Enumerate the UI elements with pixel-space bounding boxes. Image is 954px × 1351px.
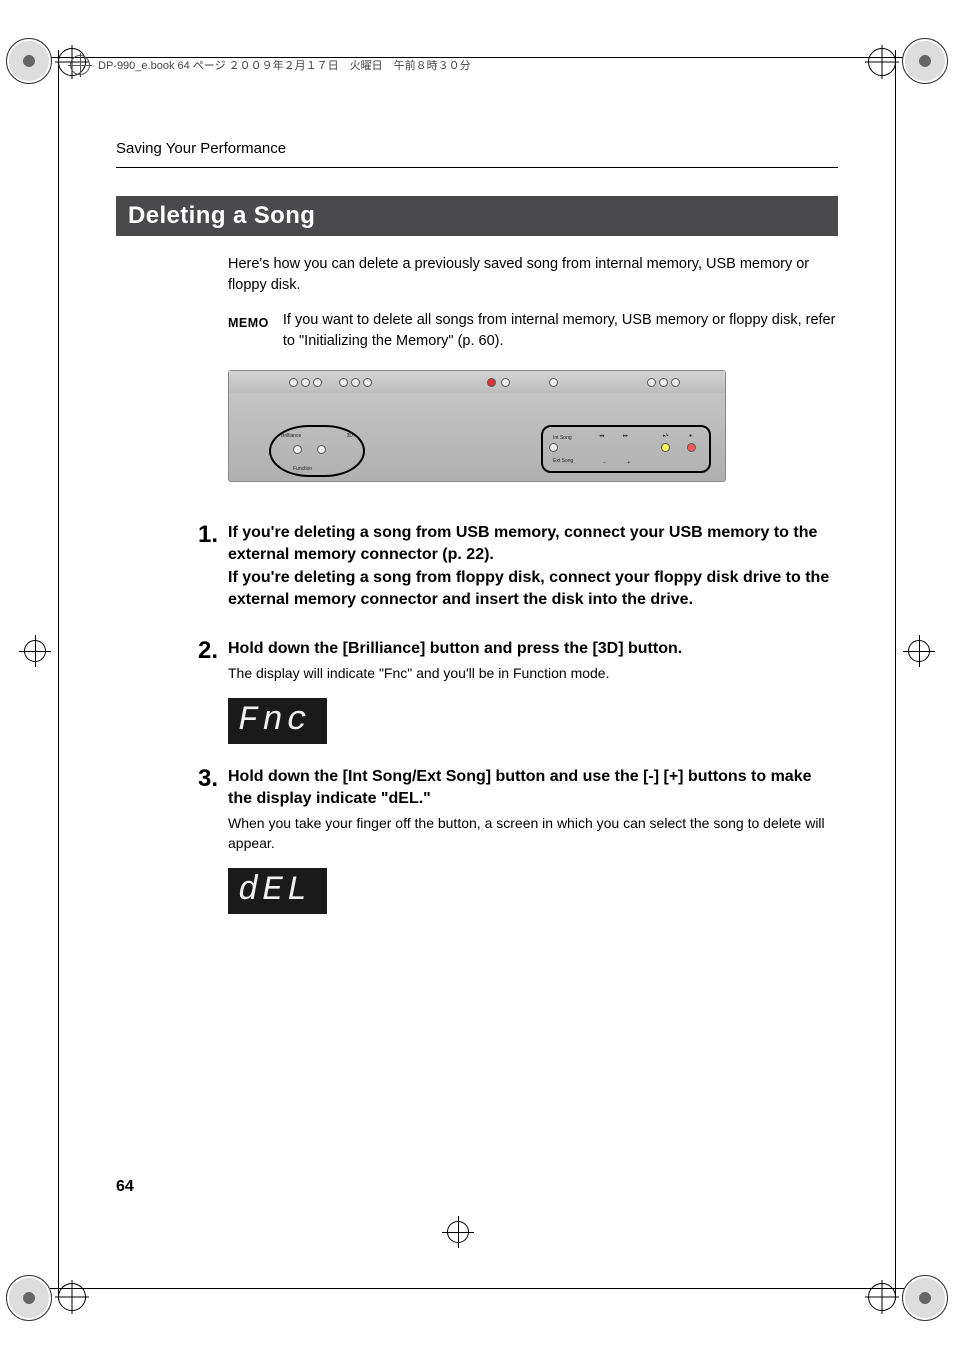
label-3d: 3D [347, 433, 353, 440]
callout-song-controls: Int Song Ext Song ◂◂ ▸▸ ▸/▪ ● − + [541, 425, 711, 473]
register-icon [70, 55, 90, 75]
print-header: DP-990_e.book 64 ページ ２００９年２月１７日 火曜日 午前８時… [70, 55, 884, 75]
step-2: 2 Hold down the [Brilliance] button and … [178, 638, 838, 744]
horizontal-rule [116, 167, 838, 168]
lcd-display-fnc: Fnc [228, 698, 327, 744]
step-number: 1 [178, 522, 218, 616]
crop-line-bottom [50, 1288, 904, 1289]
memo-icon: MEMO [228, 310, 269, 332]
label-rec: ● [689, 433, 692, 440]
step-1: 1 If you're deleting a song from USB mem… [178, 522, 838, 616]
memo-label: MEMO [228, 314, 269, 332]
crop-mark-top-left [6, 30, 66, 90]
step-number: 2 [178, 638, 218, 744]
callout-brilliance-3d: Brilliance 3D Function [269, 425, 365, 477]
page-number: 64 [116, 1178, 134, 1196]
step-sub: When you take your finger off the button… [228, 814, 838, 853]
memo-text: If you want to delete all songs from int… [283, 310, 838, 352]
label-plus: + [627, 460, 630, 467]
crop-mark-mid-left [24, 640, 84, 700]
step-sub: The display will indicate "Fnc" and you'… [228, 664, 838, 684]
step-head: If you're deleting a song from USB memor… [228, 522, 838, 612]
section-title: Deleting a Song [116, 196, 838, 236]
label-brilliance: Brilliance [281, 433, 301, 440]
running-head: Saving Your Performance [116, 140, 838, 157]
label-minus: − [603, 460, 606, 467]
crop-mark-mid-right [870, 640, 930, 700]
memo-block: MEMO If you want to delete all songs fro… [228, 310, 838, 352]
label-function: Function [293, 466, 312, 473]
crop-mark-bottom-left [6, 1261, 66, 1321]
steps-list: 1 If you're deleting a song from USB mem… [178, 522, 838, 914]
header-meta-text: DP-990_e.book 64 ページ ２００９年２月１７日 火曜日 午前８時… [98, 57, 471, 73]
label-int-song: Int Song [553, 435, 572, 442]
label-play: ▸/▪ [663, 433, 669, 440]
lcd-display-del: dEL [228, 868, 327, 914]
step-head: Hold down the [Brilliance] button and pr… [228, 638, 838, 660]
page-content: Saving Your Performance Deleting a Song … [116, 140, 838, 936]
control-panel-diagram: Brilliance 3D Function Int Song Ext Song… [228, 370, 726, 482]
crop-mark-mid-bottom [447, 1221, 507, 1281]
step-head: Hold down the [Int Song/Ext Song] button… [228, 766, 838, 811]
step-number: 3 [178, 766, 218, 914]
step-3: 3 Hold down the [Int Song/Ext Song] butt… [178, 766, 838, 914]
crop-mark-bottom-right [888, 1261, 948, 1321]
label-prev: ◂◂ [599, 433, 604, 440]
label-next: ▸▸ [623, 433, 628, 440]
body-column: Here's how you can delete a previously s… [228, 254, 838, 482]
intro-text: Here's how you can delete a previously s… [228, 254, 838, 296]
label-ext-song: Ext Song [553, 458, 573, 465]
crop-mark-top-right [888, 30, 948, 90]
